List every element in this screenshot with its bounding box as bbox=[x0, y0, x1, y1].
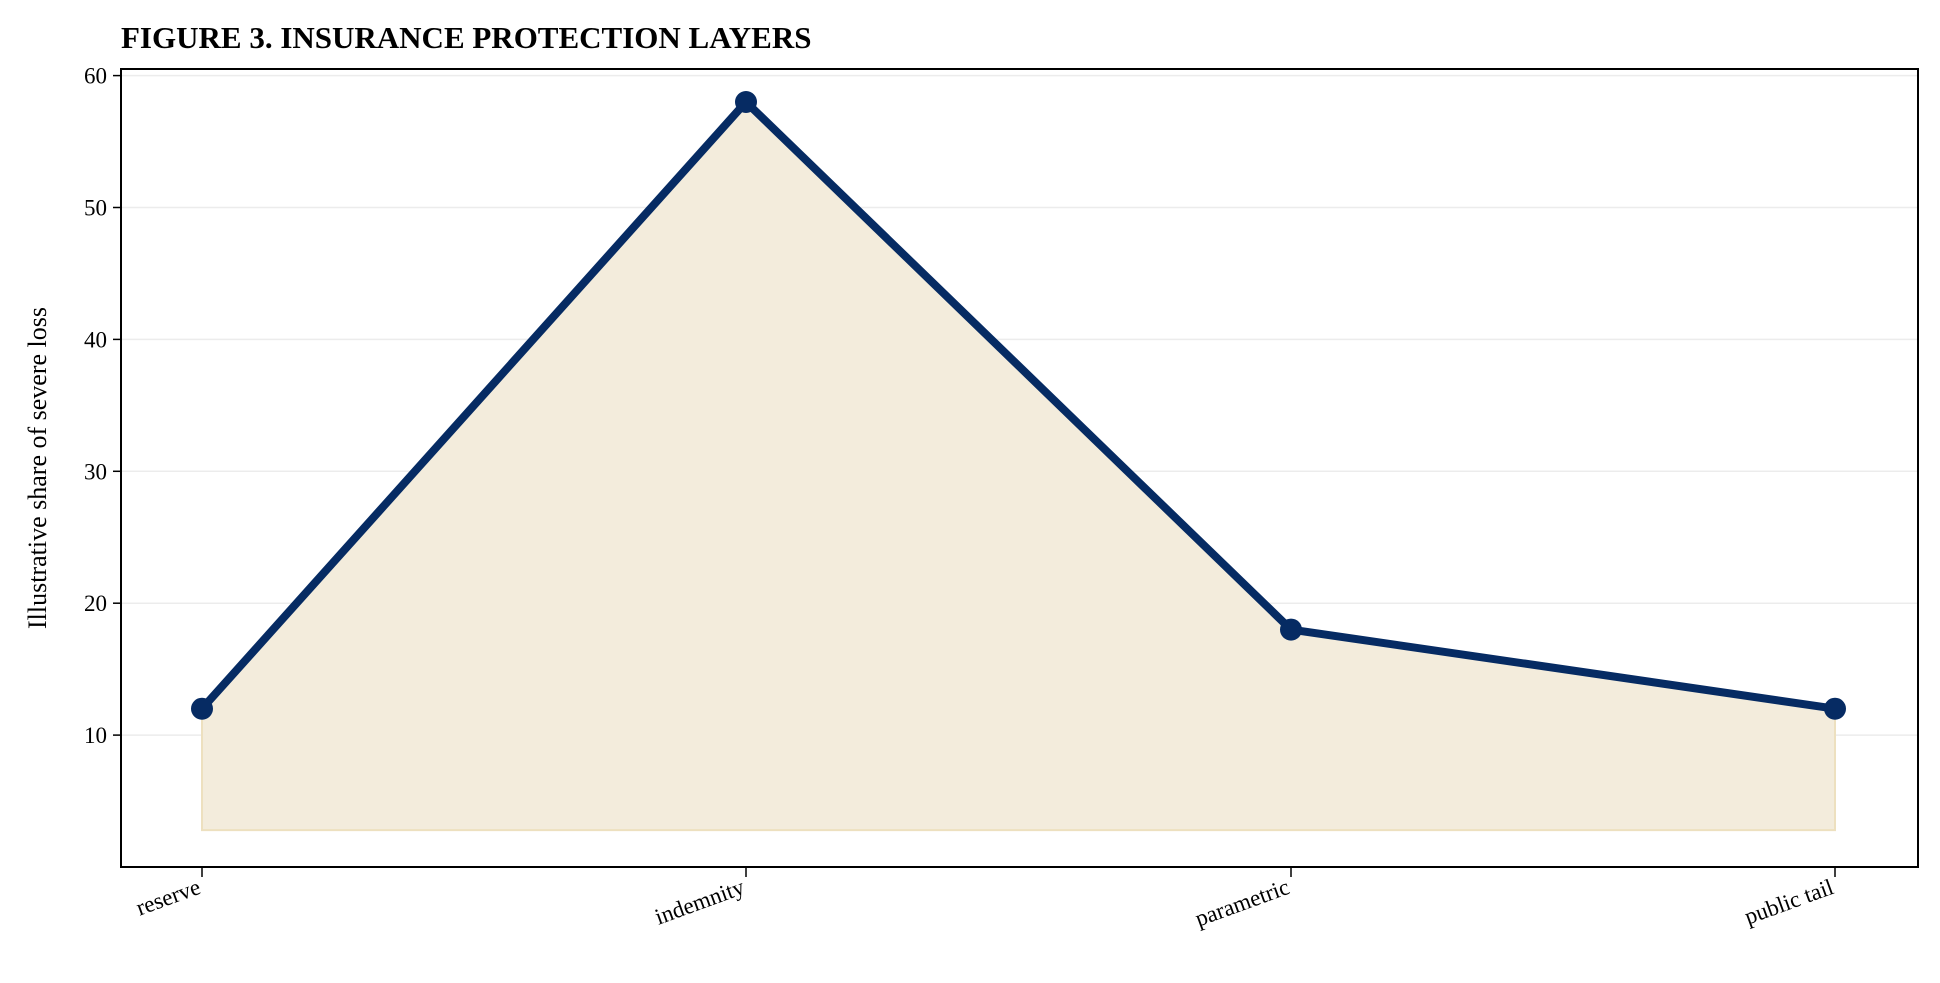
area-fill bbox=[201, 100, 1836, 832]
x-tick-label: reserve bbox=[133, 874, 204, 920]
data-point bbox=[735, 90, 757, 113]
x-axis: reserve indemnity parametric public tail bbox=[133, 867, 1837, 931]
y-axis: 10 20 30 40 50 60 bbox=[84, 64, 121, 748]
x-tick-label: public tail bbox=[1741, 874, 1837, 929]
y-tick-label: 30 bbox=[84, 459, 107, 484]
y-tick-label: 60 bbox=[84, 64, 107, 89]
plot-frame bbox=[120, 68, 1919, 868]
area-fill-layer bbox=[201, 100, 1836, 832]
x-tick-label: parametric bbox=[1192, 874, 1293, 931]
y-tick-label: 50 bbox=[84, 195, 107, 220]
x-tick-label: indemnity bbox=[652, 874, 749, 930]
data-point bbox=[1280, 618, 1302, 641]
chart-title: FIGURE 3. INSURANCE PROTECTION LAYERS bbox=[121, 20, 811, 55]
point-layer bbox=[191, 90, 1846, 720]
data-point bbox=[191, 697, 213, 720]
line-layer bbox=[198, 97, 1839, 713]
y-tick-label: 40 bbox=[84, 327, 107, 352]
y-tick-label: 10 bbox=[84, 723, 107, 748]
series-line bbox=[198, 97, 1839, 713]
y-axis-label: Illustrative share of severe loss bbox=[23, 307, 52, 629]
y-tick-label: 20 bbox=[84, 591, 107, 616]
data-point bbox=[1824, 697, 1846, 720]
